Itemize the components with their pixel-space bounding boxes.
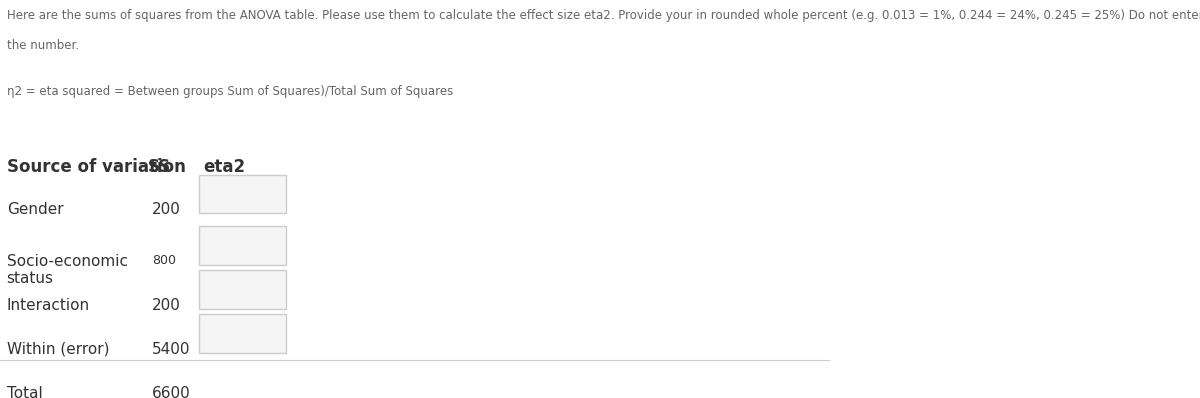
Text: Source of variation: Source of variation — [7, 158, 186, 176]
FancyBboxPatch shape — [199, 226, 287, 265]
Text: Socio-economic
status: Socio-economic status — [7, 254, 127, 286]
Text: 200: 200 — [152, 202, 181, 217]
Text: Here are the sums of squares from the ANOVA table. Please use them to calculate : Here are the sums of squares from the AN… — [7, 9, 1200, 22]
Text: 800: 800 — [152, 254, 176, 267]
FancyBboxPatch shape — [199, 314, 287, 353]
FancyBboxPatch shape — [199, 270, 287, 309]
Text: 5400: 5400 — [152, 342, 191, 357]
Text: Total: Total — [7, 386, 42, 398]
FancyBboxPatch shape — [199, 175, 287, 213]
Text: Interaction: Interaction — [7, 298, 90, 313]
Text: 200: 200 — [152, 298, 181, 313]
Text: η2 = eta squared = Between groups Sum of Squares)/Total Sum of Squares: η2 = eta squared = Between groups Sum of… — [7, 84, 452, 98]
Text: Gender: Gender — [7, 202, 64, 217]
Text: Within (error): Within (error) — [7, 342, 109, 357]
Text: eta2: eta2 — [204, 158, 246, 176]
Text: SS: SS — [148, 158, 172, 176]
Text: the number.: the number. — [7, 39, 79, 52]
Text: 6600: 6600 — [152, 386, 191, 398]
